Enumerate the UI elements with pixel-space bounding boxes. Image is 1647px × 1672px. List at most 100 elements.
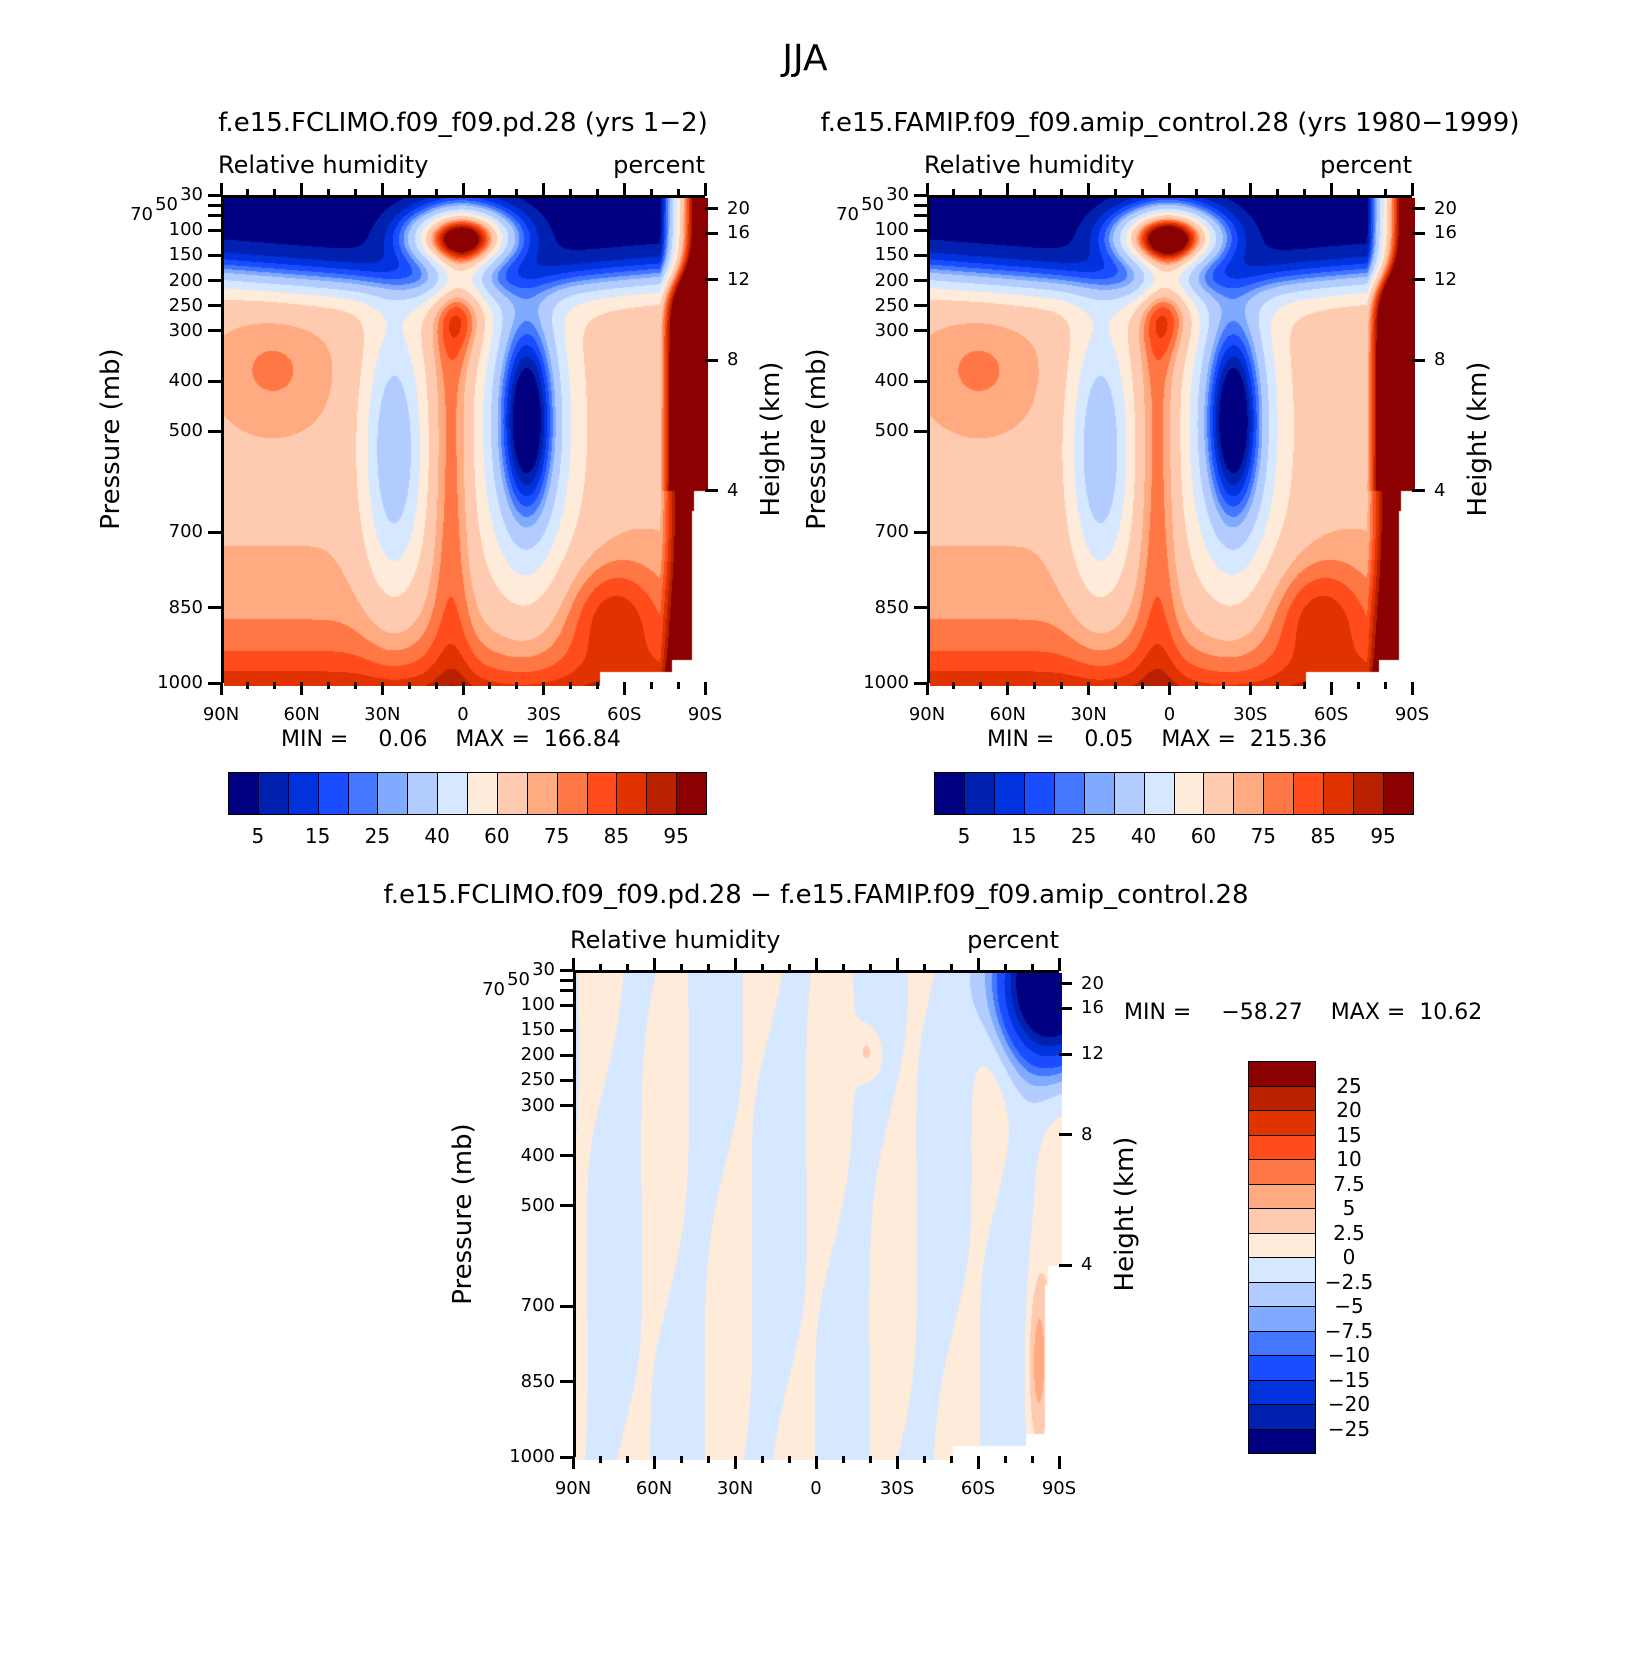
p3-colorbar-label: 7.5 xyxy=(1333,1171,1365,1196)
p3-x-tick xyxy=(949,1456,953,1463)
p2-x-tick xyxy=(979,682,983,689)
p2-x-tick xyxy=(925,682,929,695)
p3-x-tick-top xyxy=(1057,958,1061,971)
p3-x-tick-top xyxy=(976,958,980,971)
p3-x-tick-top xyxy=(787,964,791,971)
p2-y-tick-label: 300 xyxy=(874,319,909,341)
p3-y-tick-label: 250 xyxy=(520,1069,555,1091)
p3-x-tick xyxy=(706,1456,710,1463)
p3-height-tick-label: 16 xyxy=(1081,997,1104,1019)
p3-y-tick-label: 30 xyxy=(532,959,555,980)
p1-left-string: Relative humidity xyxy=(218,151,429,179)
p3-min-value: −58.27 xyxy=(1221,1000,1303,1025)
p2-y-tick-label: 100 xyxy=(874,219,909,241)
p2-x-tick xyxy=(1168,682,1171,695)
p1-title: f.e15.FCLIMO.f09_f09.pd.28 (yrs 1−2) xyxy=(218,108,708,138)
p2-x-tick-top xyxy=(1033,189,1037,196)
p2-contour-fill xyxy=(930,198,1415,686)
p1-y-tick-label: 200 xyxy=(168,269,203,291)
p1-y-tick xyxy=(208,606,221,610)
p2-y-tick xyxy=(914,228,927,232)
p1-x-tick-top xyxy=(246,189,250,196)
p2-x-tick xyxy=(1221,682,1225,689)
p3-x-tick-label: 30N xyxy=(716,1478,754,1499)
p2-x-tick-top xyxy=(979,189,983,196)
p2-colorbar-box xyxy=(1083,772,1115,815)
p1-x-tick-top xyxy=(300,183,304,196)
p1-max-label: MAX = xyxy=(455,727,530,752)
p3-y-axis-label: Pressure (mb) xyxy=(448,1122,478,1305)
p3-x-tick xyxy=(922,1456,926,1463)
p3-colorbar-box xyxy=(1248,1281,1316,1307)
p2-y-tick xyxy=(914,379,927,383)
p1-y-tick-label: 70 xyxy=(130,204,153,226)
p3-colorbar-label: −25 xyxy=(1327,1416,1371,1441)
p2-x-tick xyxy=(1087,682,1091,695)
p1-y-tick-label: 250 xyxy=(168,294,203,316)
p3-height-tick xyxy=(1059,1006,1072,1010)
p3-height-tick xyxy=(1059,1263,1072,1267)
p3-x-tick xyxy=(625,1456,629,1463)
p2-x-tick xyxy=(1329,682,1333,695)
p1-colorbar-box xyxy=(257,772,289,815)
p3-x-tick xyxy=(976,1456,980,1469)
p2-left-string: Relative humidity xyxy=(924,151,1135,179)
p1-colorbar-label: 15 xyxy=(304,824,331,848)
p1-right-string: percent xyxy=(613,151,705,179)
p3-y-tick xyxy=(560,988,573,992)
p3-colorbar-box xyxy=(1248,1306,1316,1332)
p3-height-tick-label: 8 xyxy=(1081,1123,1093,1145)
p2-colorbar-label: 40 xyxy=(1130,824,1157,848)
p1-colorbar-box xyxy=(407,772,439,815)
p1-y-tick-label: 700 xyxy=(168,521,203,543)
p3-x-tick xyxy=(814,1456,818,1469)
p2-max-label: MAX = xyxy=(1161,727,1236,752)
p2-height-tick xyxy=(1412,231,1425,235)
p3-colorbar-label: 2.5 xyxy=(1333,1220,1365,1245)
p1-x-tick-top xyxy=(622,183,626,196)
p3-y-tick xyxy=(560,1304,573,1308)
p2-x-tick-top xyxy=(1275,189,1279,196)
p2-x-tick-top xyxy=(1356,189,1360,196)
p1-colorbar-box xyxy=(437,772,468,815)
p1-x-tick-top xyxy=(461,183,465,196)
p3-x-tick xyxy=(787,1456,791,1463)
p3-x-tick xyxy=(598,1456,602,1463)
p1-x-tick-top xyxy=(407,189,411,196)
p3-x-tick-top xyxy=(922,964,926,971)
p2-y-tick-label: 50 xyxy=(861,194,884,216)
p1-height-tick xyxy=(705,489,718,493)
p1-y-tick xyxy=(208,530,221,534)
p3-colorbar-label: 20 xyxy=(1336,1098,1362,1122)
p2-y-tick xyxy=(914,329,927,333)
p3-x-tick-top xyxy=(706,964,710,971)
p1-colorbar-box xyxy=(556,772,588,815)
p2-x-tick-top xyxy=(1141,189,1145,196)
p3-x-tick xyxy=(1030,1456,1034,1463)
p3-height-tick-label: 20 xyxy=(1081,972,1104,994)
p2-colorbar-box xyxy=(1203,772,1235,815)
p1-y-tick-label: 30 xyxy=(180,184,203,205)
p2-height-tick xyxy=(1412,207,1425,211)
p2-x-tick xyxy=(1060,682,1064,689)
p2-y-tick xyxy=(914,253,927,257)
p3-x-tick-top xyxy=(1003,964,1007,971)
p1-y-tick-label: 1000 xyxy=(157,672,203,693)
p3-y-axis-label-right: Height (km) xyxy=(1110,1136,1140,1291)
p3-min-max: MIN = −58.27 MAX = 10.62 xyxy=(1124,1000,1482,1026)
p3-x-tick xyxy=(733,1456,737,1469)
p3-plot-area xyxy=(573,970,1062,1460)
p1-x-tick-label: 90S xyxy=(687,704,723,725)
p3-colorbar-label: 10 xyxy=(1336,1147,1362,1171)
p1-y-tick xyxy=(208,329,221,333)
p3-x-tick-label: 90S xyxy=(1041,1478,1077,1499)
p2-colorbar-label: 85 xyxy=(1310,824,1336,848)
p1-x-tick-top xyxy=(380,183,384,196)
p1-colorbar-box xyxy=(317,772,349,815)
p3-y-tick-label: 70 xyxy=(482,979,505,1001)
p2-x-tick xyxy=(952,682,956,689)
p1-y-tick xyxy=(208,681,221,685)
p2-colorbar-box xyxy=(1113,772,1145,815)
p1-x-tick-top xyxy=(353,189,357,196)
p1-y-tick-label: 300 xyxy=(168,319,203,341)
